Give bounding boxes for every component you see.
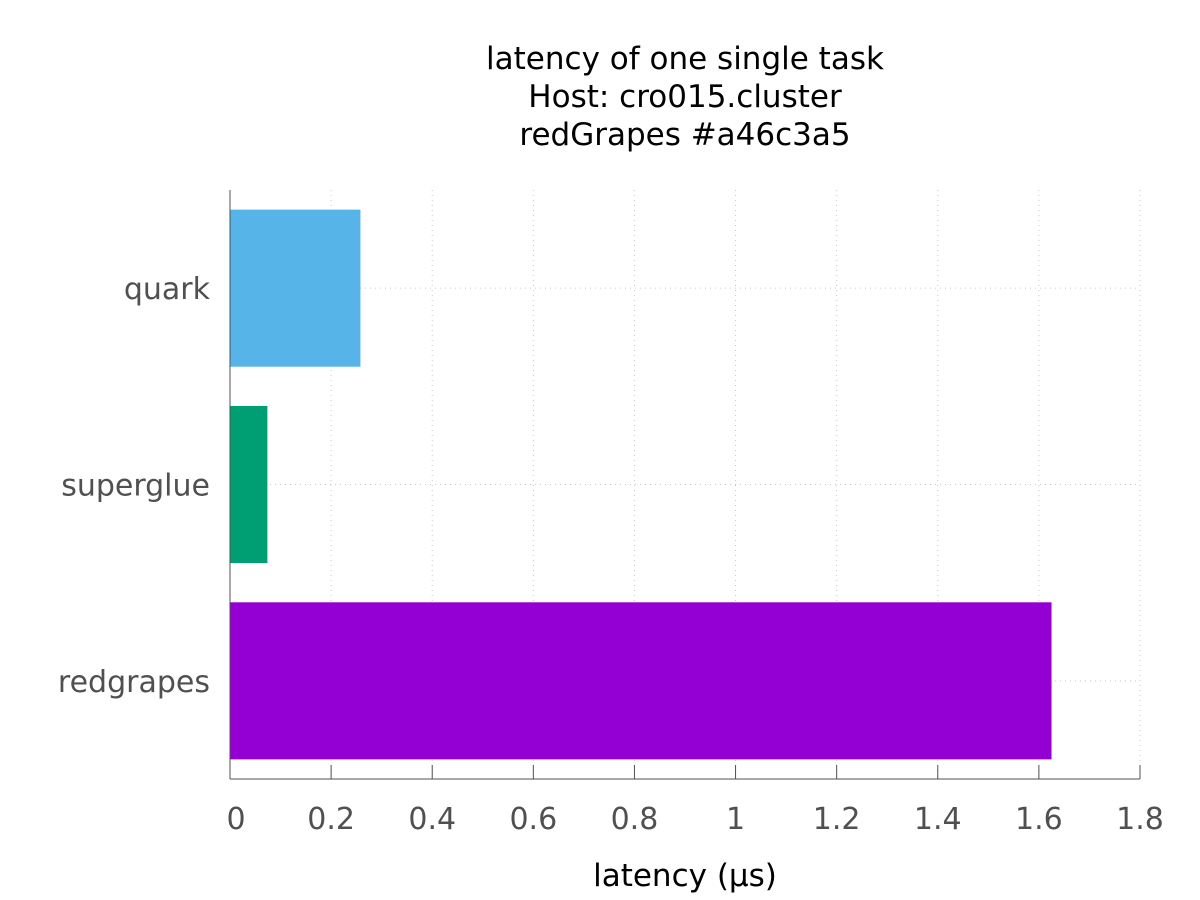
- x-tick-label: 1.4: [914, 802, 962, 837]
- axes: [229, 190, 1141, 780]
- bar-quark: [230, 209, 361, 367]
- x-tick-label: 0.2: [307, 802, 355, 837]
- chart-title-line-1: latency of one single task: [486, 41, 884, 77]
- x-tick-label: 0.6: [509, 802, 557, 837]
- x-tick-label: 1.8: [1116, 802, 1164, 837]
- x-tick-label: 0: [226, 802, 245, 837]
- x-tick-label: 0.4: [408, 802, 456, 837]
- bar-superglue: [230, 405, 268, 564]
- bars: [230, 209, 1052, 760]
- x-axis-title: latency (µs): [593, 858, 777, 894]
- chart-title-line-3: redGrapes #a46c3a5: [519, 117, 850, 153]
- y-tick-labels: quark superglue redgrapes: [58, 272, 211, 700]
- bar-redgrapes: [230, 602, 1052, 760]
- y-tick-label: quark: [124, 272, 211, 307]
- chart-title: latency of one single task Host: cro015.…: [486, 41, 884, 153]
- x-tick-label: 1.6: [1015, 802, 1063, 837]
- x-tick-label: 1.2: [813, 802, 861, 837]
- y-tick-label: redgrapes: [58, 665, 210, 700]
- x-tick-label: 0.8: [611, 802, 659, 837]
- x-tick-labels: 0 0.2 0.4 0.6 0.8 1 1.2 1.4 1.6 1.8: [226, 802, 1163, 837]
- x-tick-label: 1: [726, 802, 745, 837]
- y-tick-label: superglue: [61, 469, 210, 504]
- chart-title-line-2: Host: cro015.cluster: [528, 79, 842, 115]
